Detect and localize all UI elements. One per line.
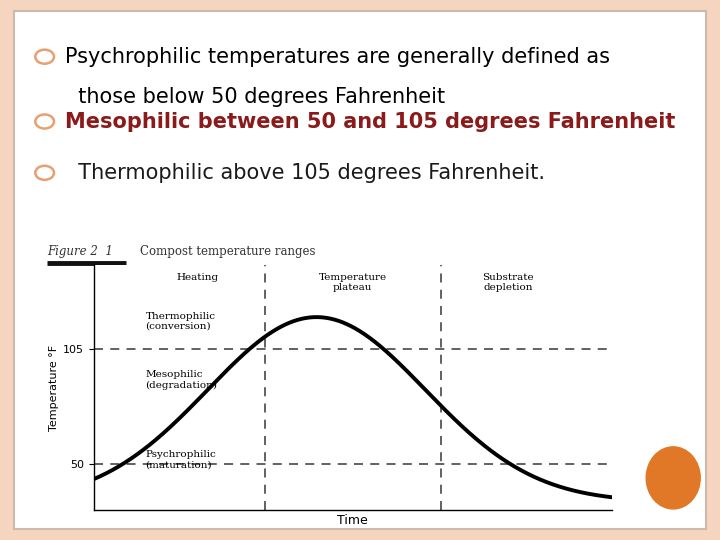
Text: Thermophilic
(conversion): Thermophilic (conversion): [145, 312, 215, 331]
Text: Psychrophilic
(maturation): Psychrophilic (maturation): [145, 450, 216, 470]
Text: Thermophilic above 105 degrees Fahrenheit.: Thermophilic above 105 degrees Fahrenhei…: [65, 163, 545, 183]
Text: those below 50 degrees Fahrenheit: those below 50 degrees Fahrenheit: [65, 87, 445, 107]
Text: Mesophilic between 50 and 105 degrees Fahrenheit: Mesophilic between 50 and 105 degrees Fa…: [65, 111, 675, 132]
X-axis label: Time: Time: [338, 515, 368, 528]
Ellipse shape: [647, 447, 701, 509]
Y-axis label: Temperature °F: Temperature °F: [49, 345, 59, 430]
Text: Temperature
plateau: Temperature plateau: [319, 273, 387, 292]
FancyBboxPatch shape: [14, 11, 706, 529]
Text: Substrate
depletion: Substrate depletion: [482, 273, 534, 292]
Text: Compost temperature ranges: Compost temperature ranges: [140, 245, 316, 258]
Text: Mesophilic
(degradation): Mesophilic (degradation): [145, 370, 217, 390]
Text: Heating: Heating: [176, 273, 218, 282]
Text: Psychrophilic temperatures are generally defined as: Psychrophilic temperatures are generally…: [65, 46, 610, 67]
Text: Figure 2  1: Figure 2 1: [47, 245, 112, 258]
